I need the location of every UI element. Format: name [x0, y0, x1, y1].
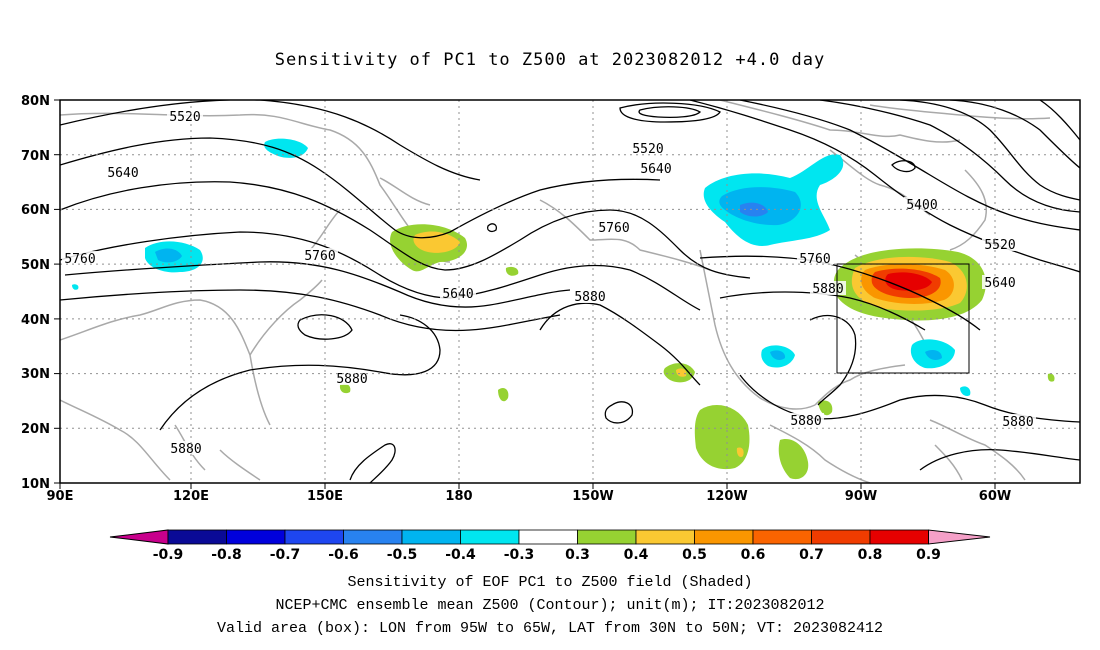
- colorbar-label: -0.9: [153, 547, 184, 563]
- lon-label: 120E: [173, 489, 209, 504]
- latitude-labels: 80N 70N 60N 50N 40N 30N 20N 10N: [21, 94, 50, 492]
- contour-label-bg: [440, 286, 476, 300]
- colorbar-swatch: [577, 529, 637, 545]
- contour-label: 5760: [799, 252, 830, 267]
- colorbar-right-arrow: [928, 529, 991, 545]
- colorbar-left-arrow: [109, 529, 169, 545]
- footer-line-2: NCEP+CMC ensemble mean Z500 (Contour); u…: [275, 597, 825, 614]
- contour-label: 5520: [632, 142, 663, 157]
- colorbar-label: -0.8: [211, 547, 242, 563]
- colorbar-swatch: [460, 529, 520, 545]
- contour-label-bg: [982, 275, 1018, 289]
- colorbar-swatch: [226, 529, 286, 545]
- lat-label: 30N: [21, 367, 50, 382]
- contour-label: 5520: [169, 110, 200, 125]
- contour-label-bg: [638, 161, 674, 175]
- contour-label: 5880: [170, 442, 201, 457]
- lat-label: 40N: [21, 313, 50, 328]
- contour-label: 5880: [790, 414, 821, 429]
- contour-label-bg: [62, 251, 98, 265]
- contour-label-bg: [167, 109, 203, 123]
- lon-label: 90E: [47, 489, 74, 504]
- contour-label: 5880: [574, 290, 605, 305]
- contour-label-bg: [1000, 414, 1036, 428]
- colorbar-label: -0.5: [387, 547, 418, 563]
- gridlines: [60, 100, 1080, 483]
- contour-label: 5640: [442, 287, 473, 302]
- lon-label: 150E: [307, 489, 343, 504]
- colorbar-label: -0.4: [445, 547, 476, 563]
- z500-contours: [60, 100, 1080, 483]
- contour-label-bg: [105, 165, 141, 179]
- lat-label: 70N: [21, 149, 50, 164]
- contour-labels: 5520 5640 5760 5760 5640 5520 5640 5760 5880 5760…: [62, 109, 1036, 457]
- axis-ticks: [54, 99, 996, 489]
- colorbar-swatch: [869, 529, 929, 545]
- contour-label-bg: [168, 441, 204, 455]
- colorbar-swatch: [401, 529, 461, 545]
- colorbar-swatch: [752, 529, 812, 545]
- colorbar-label: 0.4: [624, 547, 649, 563]
- lon-label: 150W: [572, 489, 613, 504]
- colorbar-swatch: [167, 529, 227, 545]
- lat-label: 50N: [21, 258, 50, 273]
- colorbar-label: 0.9: [916, 547, 941, 563]
- contour-label: 5880: [1002, 415, 1033, 430]
- contour-label-bg: [572, 289, 608, 303]
- contour-label: 5880: [336, 372, 367, 387]
- colorbar-label: -0.3: [504, 547, 535, 563]
- map-title: Sensitivity of PC1 to Z500 at 2023082012…: [274, 50, 826, 70]
- colorbar-swatch: [694, 529, 754, 545]
- colorbar-swatch: [811, 529, 871, 545]
- lat-label: 20N: [21, 422, 50, 437]
- contour-label: 5880: [812, 282, 843, 297]
- colorbar-swatch: [284, 529, 344, 545]
- contour-label-bg: [334, 371, 370, 385]
- valid-area-box: [836, 263, 970, 374]
- colorbar-label: 0.3: [565, 547, 590, 563]
- lon-label: 180: [445, 489, 472, 504]
- contour-label-bg: [797, 251, 833, 265]
- shaded-areas: [72, 138, 1055, 480]
- contour-label-bg: [788, 413, 824, 427]
- contour-label: 5640: [107, 166, 138, 181]
- colorbar: -0.9 -0.8 -0.7 -0.6 -0.5 -0.4 -0.3 0.3 0.4 0.5 0.6…: [109, 529, 991, 563]
- map-frame: [59, 99, 1081, 484]
- contour-label-bg: [982, 237, 1018, 251]
- footer-line-3: Valid area (box): LON from 95W to 65W, L…: [216, 620, 884, 637]
- lat-label: 10N: [21, 477, 50, 492]
- longitude-labels: 90E 120E 150E 180 150W 120W 90W 60W: [47, 489, 1012, 504]
- contour-label: 5760: [64, 252, 95, 267]
- contour-label: 5760: [304, 249, 335, 264]
- contour-label-bg: [596, 220, 632, 234]
- contour-label-bg: [904, 197, 940, 211]
- contour-label-bg: [302, 248, 338, 262]
- contour-label: 5640: [640, 162, 671, 177]
- lat-label: 60N: [21, 203, 50, 218]
- colorbar-swatch: [518, 529, 578, 545]
- lon-label: 60W: [979, 489, 1011, 504]
- colorbar-swatch: [343, 529, 403, 545]
- lon-label: 120W: [706, 489, 747, 504]
- colorbar-label: 0.7: [799, 547, 824, 563]
- contour-label: 5640: [984, 276, 1015, 291]
- colorbar-swatch: [635, 529, 695, 545]
- contour-label: 5760: [598, 221, 629, 236]
- lon-label: 90W: [845, 489, 877, 504]
- contour-label-bg: [630, 141, 666, 155]
- colorbar-label: -0.6: [328, 547, 359, 563]
- contour-label: 5520: [984, 238, 1015, 253]
- lat-label: 80N: [21, 94, 50, 109]
- colorbar-label: 0.8: [858, 547, 883, 563]
- footer-line-1: Sensitivity of EOF PC1 to Z500 field (Sh…: [347, 574, 753, 591]
- contour-label: 5400: [906, 198, 937, 213]
- colorbar-label: 0.6: [741, 547, 766, 563]
- colorbar-label: 0.5: [682, 547, 707, 563]
- colorbar-label: -0.7: [270, 547, 301, 563]
